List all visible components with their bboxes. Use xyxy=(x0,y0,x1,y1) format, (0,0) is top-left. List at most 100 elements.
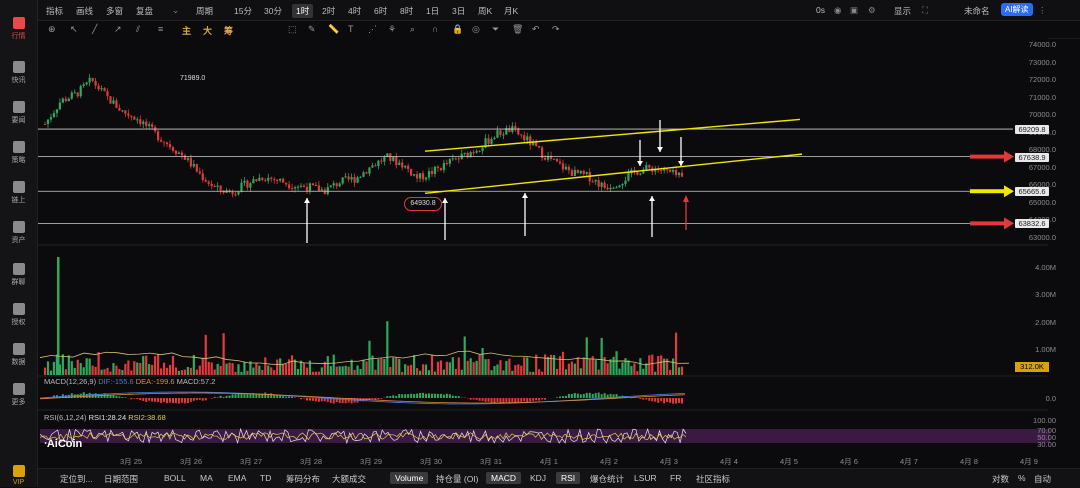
candle-body xyxy=(44,124,46,125)
rsi-axis-30: 30.00 xyxy=(1037,440,1056,449)
macd-histogram-bar xyxy=(660,398,662,401)
candle-body xyxy=(487,138,489,144)
macd-histogram-bar xyxy=(300,398,302,399)
volume-bar xyxy=(109,372,111,375)
volume-bar xyxy=(178,371,180,375)
ind-boll[interactable]: BOLL xyxy=(164,473,186,483)
volume-bar xyxy=(553,355,555,375)
volume-bar xyxy=(77,360,79,375)
volume-bar xyxy=(89,359,91,375)
log-scale-toggle[interactable]: 对数 xyxy=(992,473,1009,485)
level-65665: 65665.6 xyxy=(1015,187,1049,196)
candle-body xyxy=(437,167,439,168)
ind-volume[interactable]: Volume xyxy=(390,472,428,484)
candle-body xyxy=(184,155,186,159)
volume-bar xyxy=(437,362,439,375)
rsi-label: RSI(6,12,24) RSI1:28.24 RSI2:38.68 xyxy=(44,413,166,422)
candle-body xyxy=(124,110,126,113)
macd-histogram-bar xyxy=(246,394,248,398)
volume-bar xyxy=(321,367,323,375)
macd-histogram-bar xyxy=(285,397,287,398)
ind-ma[interactable]: MA xyxy=(200,473,213,483)
candle-body xyxy=(580,171,582,173)
macd-histogram-bar xyxy=(184,398,186,403)
volume-bar xyxy=(443,370,445,375)
volume-current: 312.0K xyxy=(1015,362,1049,372)
macd-histogram-bar xyxy=(434,394,436,398)
volume-bar xyxy=(601,338,603,375)
candle-body xyxy=(377,161,379,166)
macd-histogram-bar xyxy=(443,395,445,398)
candle-body xyxy=(639,173,641,174)
candle-body xyxy=(169,144,171,147)
candle-body xyxy=(312,183,314,185)
candle-body xyxy=(89,78,91,83)
ind-chips[interactable]: 筹码分布 xyxy=(286,473,320,485)
volume-bar xyxy=(172,356,174,375)
candle-body xyxy=(529,136,531,145)
macd-histogram-bar xyxy=(511,398,513,402)
percent-toggle[interactable]: % xyxy=(1018,473,1026,483)
candle-body xyxy=(217,186,219,187)
volume-bar xyxy=(419,371,421,375)
volume-bar xyxy=(100,370,102,375)
ind-rsi[interactable]: RSI xyxy=(556,472,580,484)
side-arrow-shaft xyxy=(970,221,1006,225)
volume-bar xyxy=(648,355,650,375)
volume-bar xyxy=(359,369,361,375)
candle-body xyxy=(324,189,326,194)
ind-oi[interactable]: 持仓量 (OI) xyxy=(436,473,479,485)
macd-histogram-bar xyxy=(452,396,454,398)
locate-button[interactable]: 定位到... xyxy=(60,473,93,485)
volume-bar xyxy=(62,354,64,375)
macd-histogram-bar xyxy=(583,394,585,398)
date-range-button[interactable]: 日期范围 xyxy=(104,473,138,485)
volume-bar xyxy=(223,333,225,375)
macd-histogram-bar xyxy=(190,398,192,402)
candle-body xyxy=(309,183,311,191)
price-axis-label: 71000.0 xyxy=(1029,93,1056,102)
ind-community[interactable]: 社区指标 xyxy=(696,473,730,485)
macd-histogram-bar xyxy=(205,398,207,400)
ind-kdj[interactable]: KDJ xyxy=(530,473,546,483)
volume-bar xyxy=(657,356,659,375)
candle-body xyxy=(452,158,454,159)
candle-body xyxy=(261,178,263,180)
ind-ema[interactable]: EMA xyxy=(228,473,246,483)
ind-macd[interactable]: MACD xyxy=(486,472,521,484)
ind-fr[interactable]: FR xyxy=(670,473,681,483)
ind-lsur[interactable]: LSUR xyxy=(634,473,657,483)
candle-body xyxy=(163,142,165,143)
candle-body xyxy=(237,192,239,195)
volume-bar xyxy=(598,370,600,375)
volume-bar xyxy=(112,363,114,375)
candle-body xyxy=(142,122,144,124)
candle-body xyxy=(648,165,650,167)
ind-td[interactable]: TD xyxy=(260,473,271,483)
volume-bar xyxy=(464,336,466,375)
macd-histogram-bar xyxy=(485,398,487,402)
volume-bar xyxy=(336,367,338,375)
volume-bar xyxy=(139,363,141,375)
candle-body xyxy=(440,168,442,170)
volume-bar xyxy=(273,370,275,375)
macd-histogram-bar xyxy=(136,398,138,399)
volume-bar xyxy=(675,333,677,375)
macd-histogram-bar xyxy=(392,395,394,398)
candle-body xyxy=(252,179,254,183)
macd-histogram-bar xyxy=(502,398,504,403)
auto-toggle[interactable]: 自动 xyxy=(1034,473,1051,485)
date-label: 3月 30 xyxy=(420,456,442,467)
volume-bar xyxy=(83,367,85,375)
macd-histogram-bar xyxy=(148,398,150,401)
candle-body xyxy=(294,187,296,188)
candle-body xyxy=(288,184,290,188)
volume-bar xyxy=(615,351,617,375)
ind-large-trades[interactable]: 大额成交 xyxy=(332,473,366,485)
candle-body xyxy=(339,184,341,187)
volume-bar xyxy=(678,367,680,375)
ind-liquidation[interactable]: 爆仓统计 xyxy=(590,473,624,485)
volume-bar xyxy=(636,371,638,375)
candle-body xyxy=(145,122,147,126)
macd-histogram-bar xyxy=(199,398,201,400)
